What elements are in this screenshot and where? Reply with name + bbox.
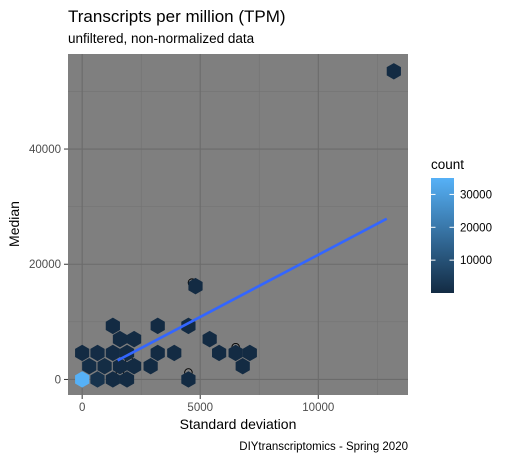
hexbin <box>82 358 97 375</box>
hexbin <box>105 344 120 362</box>
hexbin <box>150 344 165 362</box>
hexbin <box>242 344 257 362</box>
y-axis-title: Median <box>6 201 22 247</box>
hexbin <box>90 371 105 388</box>
hexbin <box>75 371 90 388</box>
hexbin <box>181 371 196 388</box>
legend-colorbar <box>431 178 454 293</box>
hexbin <box>105 371 120 388</box>
legend-label: 10000 <box>460 255 492 267</box>
legend: count 10000 20000 30000 <box>431 157 492 293</box>
x-axis: 0 5000 10000 <box>79 395 334 414</box>
hexbin <box>235 358 250 375</box>
trend-line <box>116 217 388 362</box>
hexbin <box>386 63 401 80</box>
hexbin <box>150 317 165 335</box>
legend-title: count <box>431 157 464 172</box>
hexbin <box>143 358 158 375</box>
x-tick-label: 5000 <box>187 402 213 414</box>
chart-subtitle: unfiltered, non-normalized data <box>68 31 255 46</box>
hexbin <box>188 277 203 295</box>
y-tick-label: 40000 <box>29 144 61 156</box>
hexbin <box>228 344 243 362</box>
hexbin <box>97 358 112 375</box>
hexbin <box>202 330 217 348</box>
hexbin <box>112 330 128 348</box>
legend-label: 30000 <box>460 189 492 201</box>
x-axis-title: Standard deviation <box>180 416 297 432</box>
hexbin <box>127 330 142 348</box>
legend-label: 20000 <box>460 222 492 234</box>
hexbin <box>90 344 105 362</box>
x-tick-label: 10000 <box>302 402 334 414</box>
hexbin <box>119 371 135 388</box>
hexbin <box>212 344 227 362</box>
chart-title: Transcripts per million (TPM) <box>68 7 286 26</box>
hexbin <box>127 358 142 375</box>
y-tick-label: 0 <box>55 374 61 386</box>
plot-panel <box>68 54 408 395</box>
y-axis: 0 20000 40000 <box>29 144 68 386</box>
hexbin <box>112 358 128 375</box>
hexbin <box>75 344 90 362</box>
hexbin <box>105 317 120 335</box>
hexbin <box>167 344 182 362</box>
y-tick-label: 20000 <box>29 259 61 271</box>
chart-caption: DIYtranscriptomics - Spring 2020 <box>239 441 408 453</box>
x-tick-label: 0 <box>79 402 85 414</box>
